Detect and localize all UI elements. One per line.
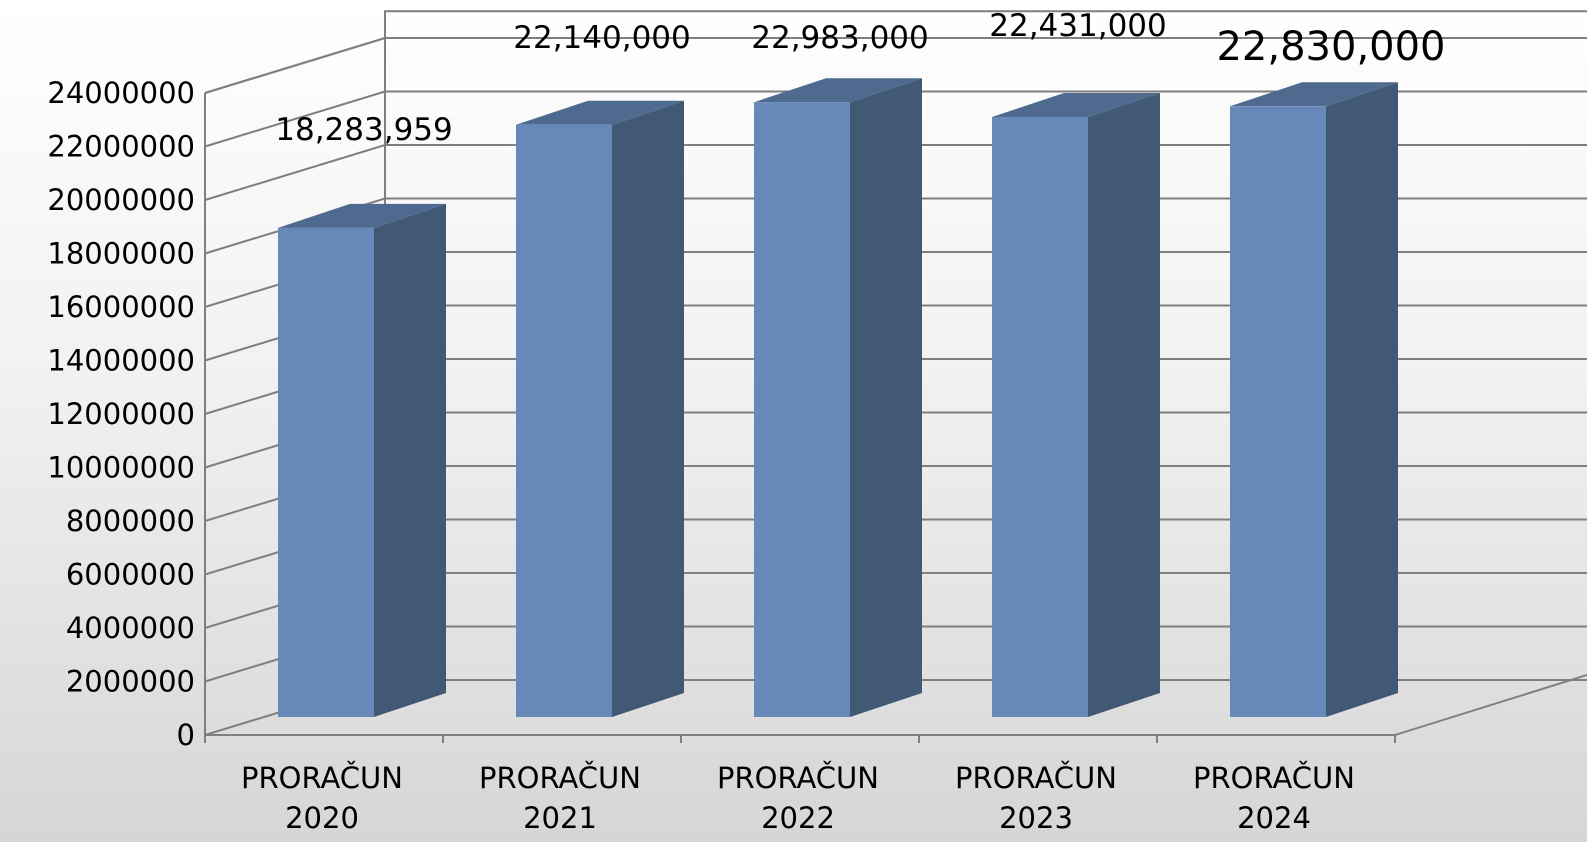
y-tick-label: 6000000: [66, 558, 195, 592]
y-tick-label: 4000000: [66, 611, 195, 645]
bar-side: [850, 78, 922, 717]
x-tick-year: 2023: [999, 801, 1073, 835]
x-tick-label: PRORAČUN: [717, 761, 879, 795]
bar-top: [754, 78, 922, 103]
bar: [992, 92, 1160, 717]
bar-top: [516, 100, 684, 125]
bar: [754, 78, 922, 717]
bar-top: [1230, 82, 1398, 107]
data-label: 22,830,000: [1216, 24, 1445, 70]
x-tick-label: PRORAČUN: [241, 761, 403, 795]
floor-right-edge: [1394, 674, 1587, 736]
y-tick-label: 10000000: [47, 451, 195, 485]
y-tick-label: 12000000: [47, 397, 195, 431]
bar-top: [992, 92, 1160, 117]
data-label: 18,283,959: [275, 112, 453, 148]
x-tick-year: 2021: [523, 801, 597, 835]
y-tick-label: 18000000: [47, 237, 195, 271]
x-tick-label: PRORAČUN: [479, 761, 641, 795]
y-tick-label: 22000000: [47, 130, 195, 164]
bar-front: [754, 102, 850, 717]
data-label: 22,431,000: [989, 8, 1167, 44]
data-labels: 18,283,959 22,140,000 22,983,000 22,431,000…: [275, 8, 1445, 148]
bar: [516, 100, 684, 717]
bar-side: [1088, 92, 1160, 717]
bar-side: [612, 100, 684, 717]
data-label: 22,140,000: [513, 20, 691, 56]
y-tick-label: 0: [177, 718, 195, 752]
bar-side: [374, 203, 446, 717]
y-tick-label: 14000000: [47, 344, 195, 378]
bar-front: [992, 116, 1088, 717]
data-label: 22,983,000: [751, 20, 929, 56]
bar-top: [278, 203, 446, 228]
y-axis-ticks: 0 2000000 4000000 6000000 8000000 10000000 120…: [47, 76, 195, 752]
x-axis-ticks: PRORAČUN 2020 PRORAČUN 2021 PRORAČUN 2022 PROR…: [241, 761, 1355, 835]
bars: [278, 78, 1398, 718]
y-tick-label: 20000000: [47, 183, 195, 217]
bar: [278, 203, 446, 717]
bar-front: [516, 124, 612, 717]
bar-front: [278, 227, 374, 717]
y-tick-label: 8000000: [66, 504, 195, 538]
x-tick-year: 2024: [1237, 801, 1311, 835]
y-tick-label: 2000000: [66, 665, 195, 699]
x-tick-year: 2020: [285, 801, 359, 835]
y-tick-label: 24000000: [47, 76, 195, 110]
y-tick-label: 16000000: [47, 290, 195, 324]
bar-side: [1326, 82, 1398, 718]
bar-front: [1230, 106, 1326, 718]
x-tick-label: PRORAČUN: [1193, 761, 1355, 795]
x-tick-label: PRORAČUN: [955, 761, 1117, 795]
bar: [1230, 82, 1398, 718]
x-tick-year: 2022: [761, 801, 835, 835]
